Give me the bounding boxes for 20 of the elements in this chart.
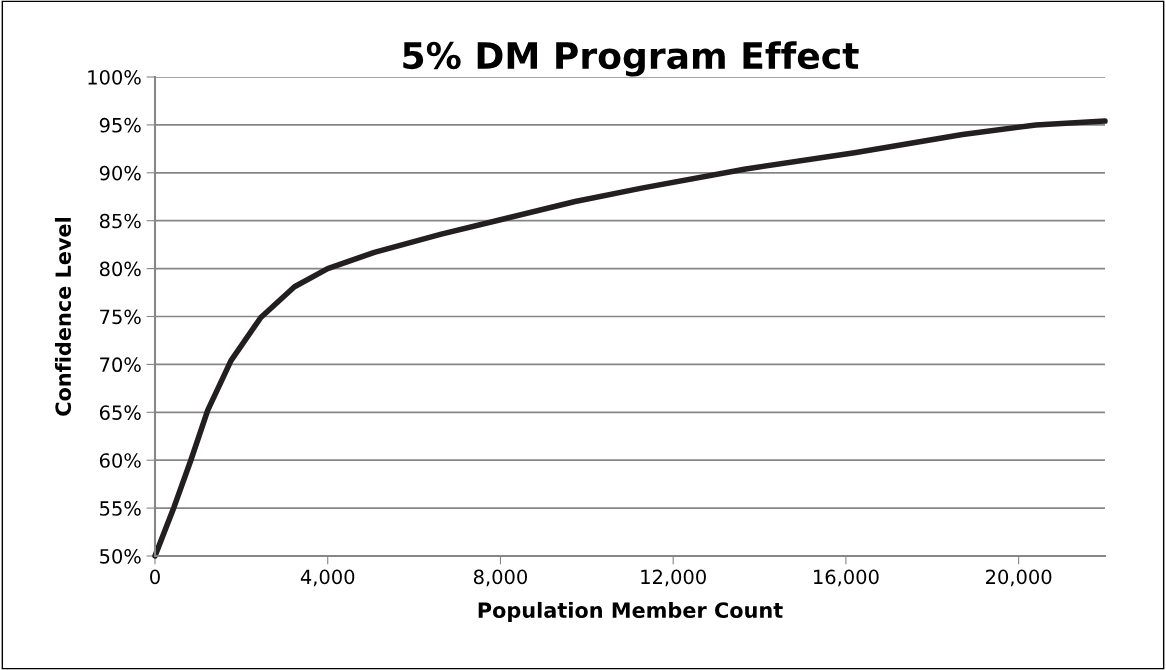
x-axis-title: Population Member Count xyxy=(478,601,783,623)
y-axis-title: Confidence Level xyxy=(54,218,72,416)
y-tick-label: 85% xyxy=(99,213,141,229)
y-tick-label: 95% xyxy=(99,117,141,133)
x-tick-label: 20,000 xyxy=(986,569,1052,587)
y-tick-label: 50% xyxy=(100,548,141,564)
y-tick-label: 90% xyxy=(99,165,141,181)
y-tick-label: 80% xyxy=(99,261,141,277)
chart-title: 5% DM Program Effect xyxy=(403,41,859,77)
x-tick-label: 4,000 xyxy=(300,569,355,587)
y-tick-label: 60% xyxy=(99,453,141,468)
y-tick-label: 65% xyxy=(99,405,141,420)
y-tick-label: 55% xyxy=(100,501,141,516)
y-tick-label: 100% xyxy=(88,69,141,85)
y-tick-label: 70% xyxy=(100,357,141,373)
y-tick-label: 75% xyxy=(100,309,141,325)
x-tick-label: 12,000 xyxy=(641,569,706,587)
x-tick-label: 16,000 xyxy=(814,569,879,587)
x-tick-label: 8,000 xyxy=(473,569,527,587)
x-tick-label: 0 xyxy=(150,569,160,585)
